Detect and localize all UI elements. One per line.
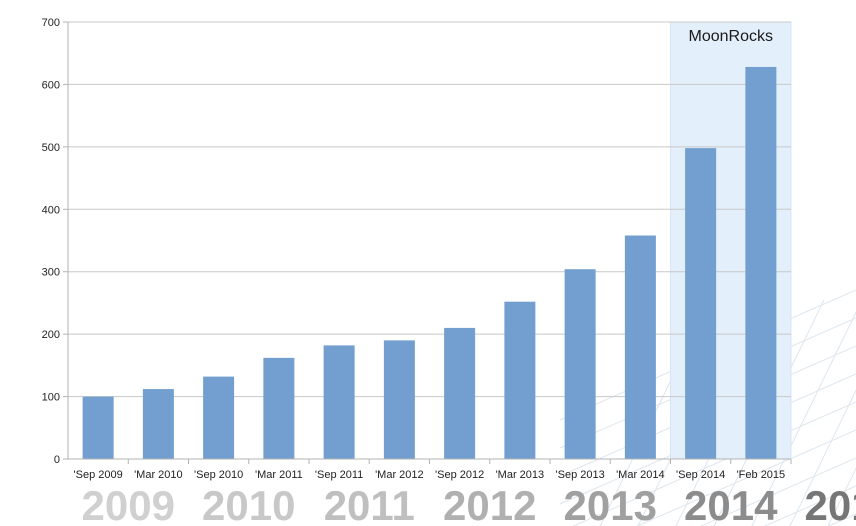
year-label: 2012	[443, 482, 536, 526]
y-tick-label: 400	[42, 204, 60, 216]
x-tick-label: 'Sep 2011	[315, 469, 363, 481]
x-tick-label: 'Feb 2015	[737, 469, 786, 481]
x-tick-label: 'Mar 2010	[134, 469, 183, 481]
bar	[504, 302, 535, 459]
bar	[625, 236, 656, 459]
year-label: 2015	[805, 482, 856, 526]
y-tick-label: 600	[42, 79, 60, 91]
bar	[324, 345, 355, 459]
year-label: 2014	[684, 482, 778, 526]
x-tick-label: 'Sep 2009	[74, 469, 123, 481]
year-labels: 2009 2010 2011 2012 2013 2014 2015	[82, 482, 856, 526]
highlight-label: MoonRocks	[689, 28, 773, 45]
x-tick-label: 'Sep 2010	[194, 469, 243, 481]
bar	[745, 67, 776, 459]
x-tick-label: 'Sep 2012	[435, 469, 484, 481]
y-tick-labels: 0 100 200 300 400 500 600 700	[42, 17, 60, 466]
bar	[83, 397, 114, 459]
year-label: 2013	[564, 482, 657, 526]
y-tick-label: 200	[42, 329, 60, 341]
y-tick-label: 500	[42, 142, 60, 154]
x-tick-labels: 'Sep 2009 'Mar 2010 'Sep 2010 'Mar 2011 'Sep…	[74, 469, 786, 481]
bar	[203, 377, 234, 459]
year-label: 2009	[82, 482, 175, 526]
y-tick-label: 700	[42, 17, 60, 29]
x-tick-label: 'Mar 2014	[616, 469, 665, 481]
y-tick-label: 0	[54, 454, 60, 466]
year-label: 2011	[324, 482, 415, 526]
x-tick-label: 'Mar 2012	[375, 469, 424, 481]
year-label: 2010	[202, 482, 295, 526]
bar	[263, 358, 294, 459]
bar	[565, 269, 596, 459]
x-tick-label: 'Sep 2013	[556, 469, 605, 481]
bar	[444, 328, 475, 459]
bar	[384, 340, 415, 459]
x-tick-label: 'Mar 2011	[255, 469, 303, 481]
y-tick-label: 300	[42, 267, 60, 279]
x-tick-label: 'Sep 2014	[676, 469, 725, 481]
bar	[685, 148, 716, 459]
x-tick-label: 'Mar 2013	[496, 469, 545, 481]
y-tick-label: 100	[42, 392, 60, 404]
bar	[143, 389, 174, 459]
